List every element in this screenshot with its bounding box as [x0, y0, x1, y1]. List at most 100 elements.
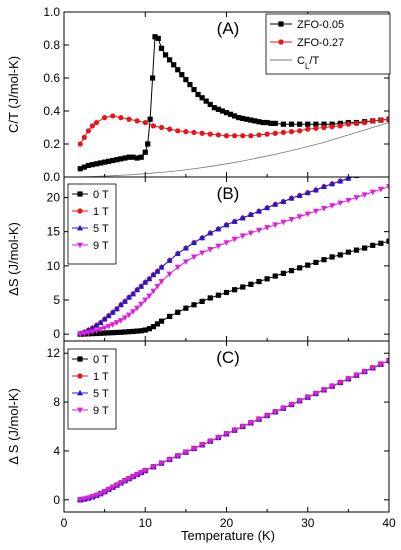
data-point	[109, 322, 116, 328]
legend-marker	[77, 224, 83, 231]
data-point	[288, 194, 295, 201]
data-point	[81, 164, 87, 170]
data-point	[264, 413, 271, 419]
data-point	[304, 189, 311, 196]
data-point	[109, 309, 116, 315]
data-point	[297, 128, 303, 134]
data-point	[321, 257, 327, 263]
legend-marker	[77, 407, 83, 414]
data-point	[215, 243, 222, 250]
data-point	[268, 120, 274, 126]
data-point	[154, 268, 161, 274]
data-point	[264, 119, 270, 126]
data-point	[297, 265, 303, 271]
legend-label: ZFO-0.05	[297, 19, 344, 31]
data-point	[232, 133, 238, 139]
data-point	[239, 233, 246, 239]
data-point	[329, 180, 336, 187]
data-point	[252, 118, 258, 124]
data-point	[199, 130, 205, 136]
data-point	[280, 198, 287, 204]
data-point	[345, 177, 352, 181]
data-point	[138, 301, 145, 308]
legend-label: 9 T	[93, 240, 109, 252]
data-point	[288, 402, 295, 408]
data-point	[386, 116, 389, 122]
data-point	[378, 117, 384, 123]
plot-area	[64, 34, 389, 177]
data-point	[158, 45, 165, 51]
chart-panel-3: 0 10 20 30 40 0 4 8 12 Δ S (J/mol-K) (C) 0 T 1 T 5 T 9…	[6, 340, 396, 530]
y-tick-label: 0.0	[43, 170, 60, 184]
data-point	[256, 278, 262, 285]
data-point	[345, 376, 352, 383]
data-point	[110, 330, 116, 336]
data-point	[337, 177, 344, 184]
data-point	[248, 281, 254, 287]
data-point	[272, 120, 278, 126]
data-point	[130, 309, 137, 315]
data-point	[126, 329, 132, 335]
data-point	[321, 121, 327, 127]
data-point	[93, 119, 100, 126]
data-point	[97, 319, 104, 325]
data-point	[167, 313, 173, 319]
data-point	[247, 420, 254, 427]
data-point	[114, 157, 120, 163]
data-point	[312, 391, 319, 397]
data-point	[244, 116, 250, 122]
data-point	[231, 236, 238, 243]
data-point	[174, 453, 181, 460]
data-point	[183, 305, 189, 311]
data-point	[362, 170, 368, 176]
series-line	[80, 186, 389, 335]
legend-marker	[77, 373, 83, 379]
data-point	[175, 67, 181, 73]
data-point	[288, 268, 295, 274]
legend-label: 1 T	[93, 371, 109, 383]
legend: 0 T 1 T 5 T 9 T	[67, 183, 117, 265]
data-point	[126, 476, 132, 482]
data-point	[313, 259, 319, 266]
data-point	[215, 292, 221, 298]
data-point	[182, 259, 189, 265]
data-point	[215, 132, 221, 138]
data-point	[113, 305, 120, 312]
data-point	[126, 312, 132, 319]
data-point	[353, 247, 360, 253]
data-point	[191, 254, 197, 261]
data-point	[142, 149, 148, 155]
data-point	[353, 372, 360, 379]
x-tick-label: 10	[139, 516, 153, 530]
data-point	[223, 110, 230, 116]
data-point	[370, 242, 376, 248]
data-point	[183, 129, 189, 135]
y-tick-label: 1.0	[43, 5, 60, 19]
data-point	[105, 487, 112, 493]
data-point	[280, 121, 286, 127]
data-point	[174, 250, 181, 256]
data-point	[370, 167, 376, 173]
data-point	[264, 204, 271, 211]
data-point	[329, 203, 336, 209]
data-point	[386, 358, 389, 364]
data-point	[85, 162, 91, 169]
data-point	[337, 123, 343, 129]
y-tick-label: 4	[53, 444, 60, 458]
data-point	[130, 290, 137, 297]
legend-box	[67, 183, 117, 265]
data-point	[199, 95, 205, 101]
data-point	[134, 155, 140, 161]
data-point	[207, 101, 213, 107]
data-point	[199, 442, 206, 449]
data-point	[89, 123, 96, 129]
data-point	[231, 427, 238, 434]
series-line	[64, 122, 389, 177]
data-point	[118, 156, 124, 162]
data-point	[93, 328, 100, 334]
data-point	[304, 211, 311, 218]
data-point	[117, 480, 124, 487]
data-point	[166, 271, 173, 278]
data-point	[337, 252, 343, 258]
data-point	[81, 331, 88, 337]
